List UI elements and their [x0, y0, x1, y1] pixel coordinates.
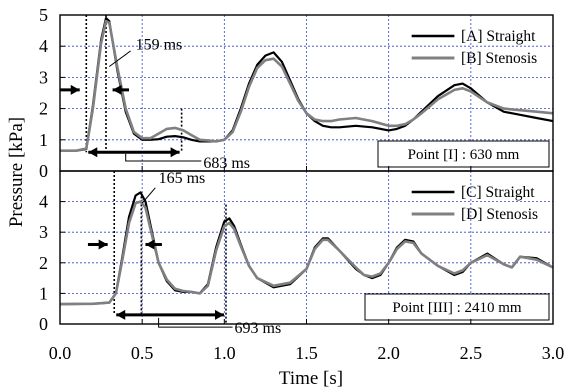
info-box-label: Point [I] : 630 mm [408, 147, 520, 163]
y-tick-label: 1 [39, 130, 48, 150]
y-tick-label: 1 [39, 283, 48, 303]
y-tick-label: 5 [39, 5, 48, 25]
x-axis-title: Time [s] [279, 368, 343, 389]
long-label-bracket [158, 317, 233, 328]
interval-arrow-long-head [214, 309, 224, 320]
panel-top: 159 ms 683 ms [A] Straight [B] Stenosis Poin… [39, 5, 554, 181]
x-tick-label: 0.5 [131, 343, 154, 363]
short-label-leader [141, 187, 156, 204]
series-line-dstenosis [59, 200, 554, 306]
y-tick-label: 4 [39, 192, 48, 212]
y-tick-label: 4 [39, 36, 48, 56]
y-tick-label: 0 [39, 314, 48, 334]
y-tick-label: 2 [39, 99, 48, 119]
y-tick-label: 3 [39, 67, 48, 87]
long-interval-label: 683 ms [203, 155, 250, 172]
x-tick-label: 3.0 [542, 343, 565, 363]
short-interval-label: 159 ms [136, 36, 183, 53]
x-tick-label: 1.0 [213, 343, 236, 363]
y-tick-label: 3 [39, 222, 48, 242]
series-line-bstenosis [60, 19, 554, 152]
info-box [377, 140, 550, 168]
interval-arrow-right-head [112, 84, 122, 95]
x-tick-label: 0.0 [49, 343, 72, 363]
info-box [364, 293, 550, 321]
panel-bottom: 165 ms 693 ms [C] Straight [D] Stenosis Poin… [39, 170, 564, 363]
x-tick-label: 2.0 [377, 343, 400, 363]
short-interval-label: 165 ms [159, 170, 206, 187]
interval-arrow-left-head [98, 239, 108, 250]
interval-arrow-long-head [88, 147, 98, 158]
interval-arrow-long-head [116, 309, 126, 320]
y-tick-label: 0 [39, 161, 48, 181]
legend-label: [B] Stenosis [461, 50, 537, 67]
info-box-label: Point [III] : 2410 mm [392, 300, 521, 316]
x-tick-label: 2.5 [460, 343, 483, 363]
interval-arrow-right-head [145, 239, 155, 250]
legend-label: [C] Straight [461, 184, 535, 201]
y-tick-label: 2 [39, 253, 48, 273]
legend-label: [A] Straight [461, 28, 536, 45]
x-tick-label: 1.5 [295, 343, 318, 363]
long-label-bracket [125, 153, 202, 162]
y-axis-title: Pressure [kPa] [6, 117, 27, 227]
long-interval-label: 693 ms [235, 320, 282, 337]
short-label-leader [109, 50, 131, 67]
interval-arrow-left-head [70, 84, 80, 95]
interval-arrow-long-head [170, 147, 180, 158]
legend-label: [D] Stenosis [461, 206, 538, 223]
